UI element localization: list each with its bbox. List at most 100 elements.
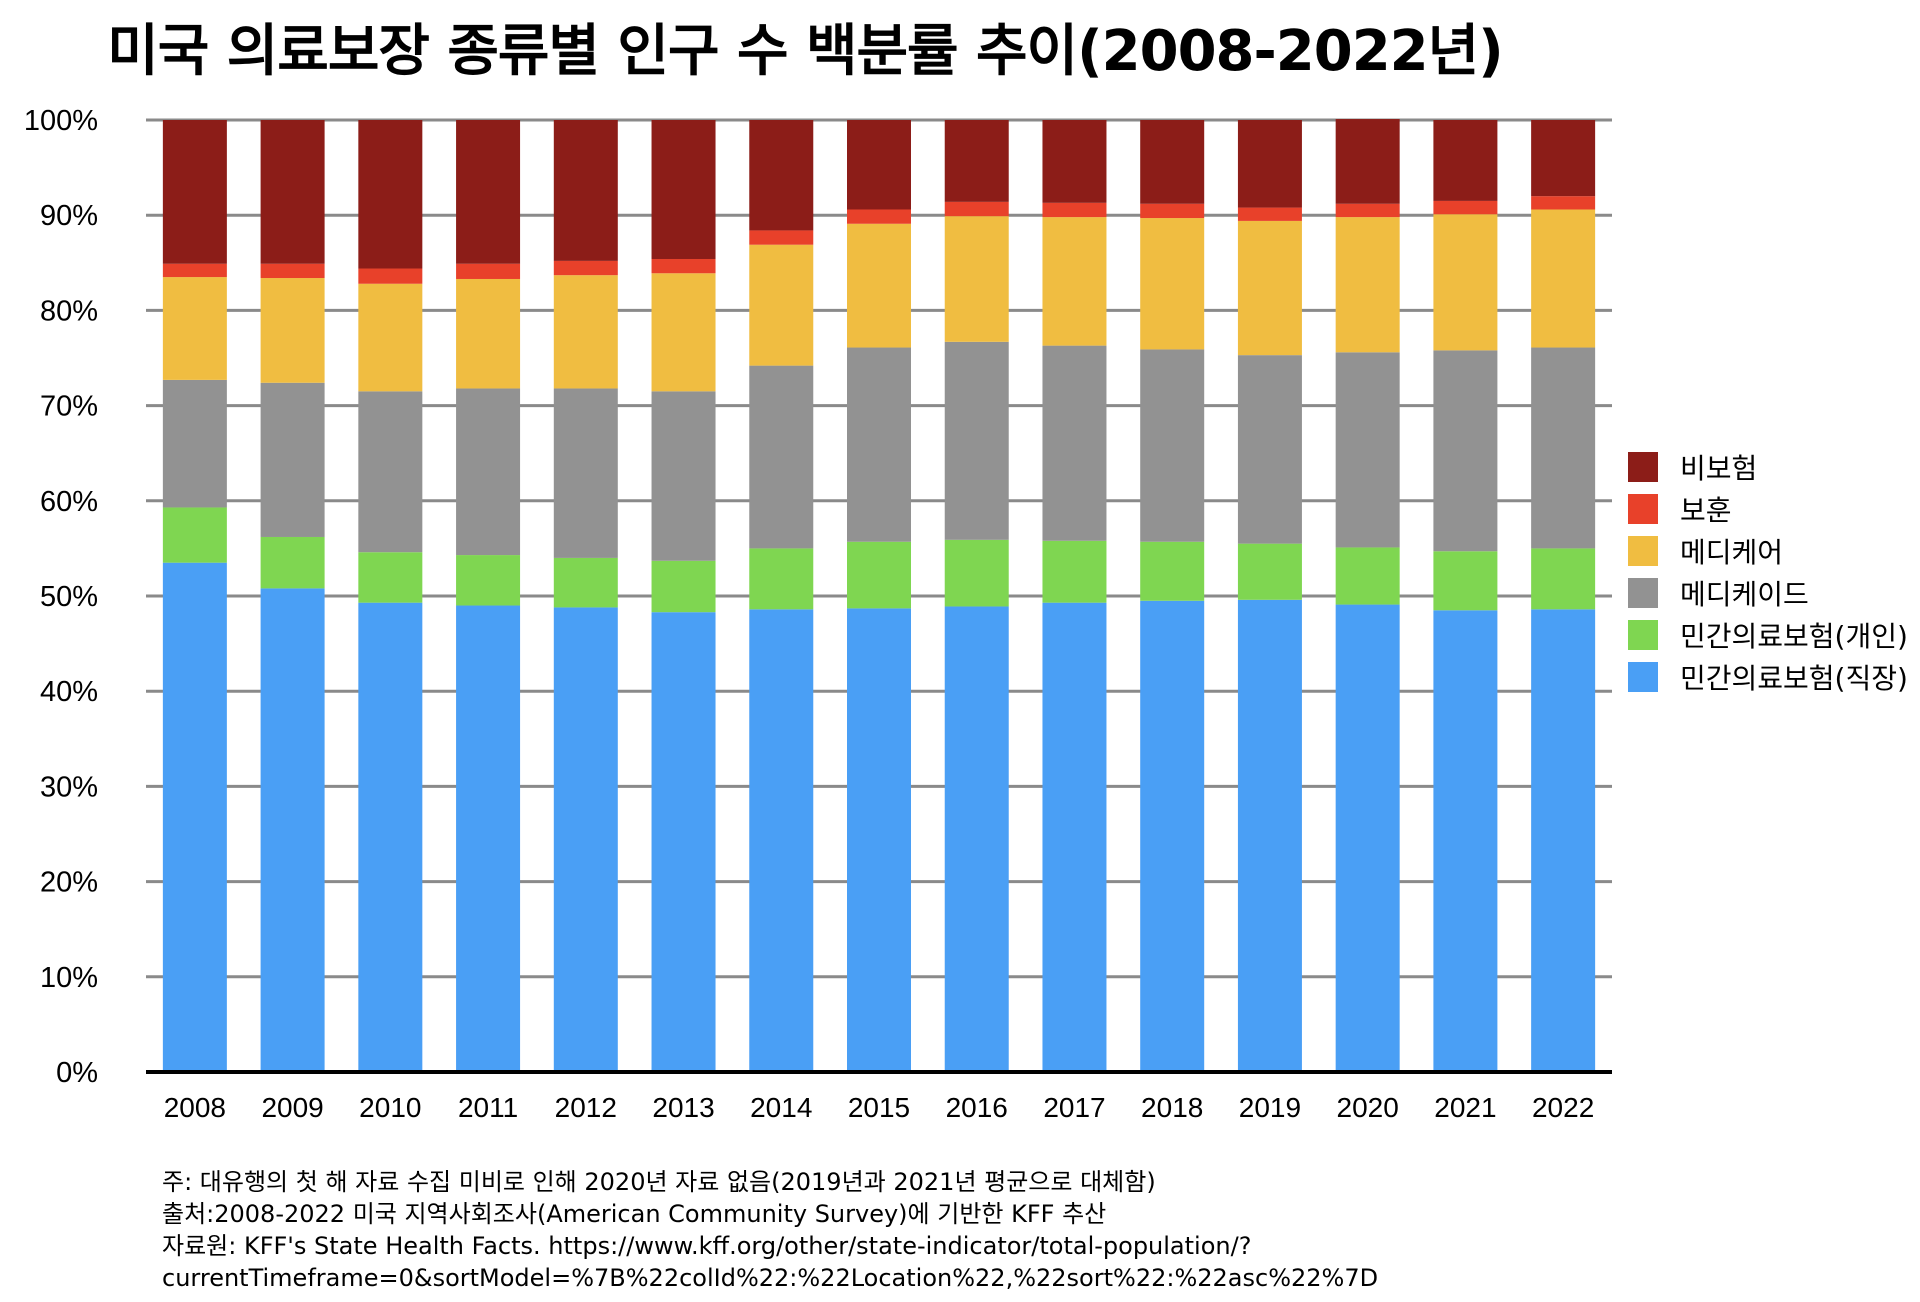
bar-segment (553, 557, 618, 608)
legend-swatch (1628, 452, 1658, 482)
bar-segment (358, 120, 423, 269)
legend-swatch (1628, 662, 1658, 692)
bar-segment (358, 283, 423, 392)
bar-segment (1335, 547, 1400, 605)
bar-segment (1335, 119, 1400, 204)
x-tick-label: 2014 (750, 1092, 812, 1123)
bar-segment (944, 201, 1009, 217)
bar-segment (162, 263, 227, 278)
x-tick-label: 2013 (652, 1092, 714, 1123)
y-tick-label: 70% (40, 391, 98, 423)
x-tick-label: 2009 (261, 1092, 323, 1123)
y-tick-label: 10% (40, 962, 98, 994)
bar-segment (1237, 599, 1302, 1072)
footnote-url-continued: currentTimeframe=0&sortModel=%7B%22colId… (162, 1264, 1379, 1292)
bar-segment (1531, 548, 1596, 610)
legend-swatch (1628, 620, 1658, 650)
bar-segment (1237, 207, 1302, 221)
bar-segment (456, 120, 521, 264)
legend-label: 비보험 (1680, 452, 1758, 485)
bar-segment (1237, 543, 1302, 600)
legend-label: 민간의료보험(개인) (1680, 620, 1908, 653)
legend-swatch (1628, 578, 1658, 608)
y-tick-label: 80% (40, 295, 98, 327)
bar-segment (1531, 120, 1596, 197)
legend-item-private-individual: 민간의료보험(개인) (1628, 614, 1908, 656)
bar-segment (651, 612, 716, 1072)
bar-segment (651, 273, 716, 392)
bar-segment (260, 263, 325, 279)
y-tick-label: 40% (40, 676, 98, 708)
bar-segment (847, 209, 911, 224)
bar-segment (1531, 209, 1596, 348)
y-tick-label: 60% (40, 486, 98, 518)
bar-segment (553, 607, 618, 1072)
legend-swatch (1628, 536, 1658, 566)
bar-segment (358, 552, 423, 603)
bar-segment (944, 341, 1009, 540)
x-tick-label: 2012 (555, 1092, 617, 1123)
x-tick-label: 2018 (1141, 1092, 1203, 1123)
bar-segment (553, 260, 618, 276)
bar-segment (1042, 202, 1107, 218)
bar-segment (1335, 217, 1400, 353)
bar-segment (553, 388, 618, 558)
bar-segment (749, 230, 814, 245)
legend-label: 보훈 (1680, 494, 1732, 527)
bar-segment (553, 275, 618, 389)
bar-segment (456, 605, 521, 1072)
bar-segment (456, 263, 521, 279)
bar-segment (1042, 120, 1107, 203)
x-tick-label: 2020 (1337, 1092, 1399, 1123)
bar-segment (944, 216, 1009, 342)
bar-segment (651, 258, 716, 274)
y-tick-label: 90% (40, 200, 98, 232)
x-tick-label: 2022 (1532, 1092, 1594, 1123)
bar-segment (456, 388, 521, 556)
bar-segment (944, 120, 1009, 202)
bar-segment (1531, 347, 1596, 549)
bar-segment (1433, 350, 1498, 552)
bar-segment (1140, 541, 1205, 601)
bar-segment (1433, 551, 1498, 611)
legend: 비보험 보훈 메디케어 메디케이드 민간의료보험(개인) 민간의료보험(직장) (1628, 446, 1908, 698)
bar-segment (847, 120, 911, 210)
bar-segment (260, 120, 325, 264)
legend-label: 메디케이드 (1680, 578, 1809, 611)
bar-segment (1531, 609, 1596, 1072)
bar-segment (260, 278, 325, 383)
bar-segment (749, 365, 814, 549)
bar-segment (1140, 203, 1205, 219)
bar-segment (944, 606, 1009, 1072)
y-tick-label: 50% (40, 581, 98, 613)
bar-segment (456, 555, 521, 606)
chart-title: 미국 의료보장 종류별 인구 수 백분률 추이(2008-2022년) (107, 19, 1504, 84)
bar-segment (162, 507, 227, 563)
x-tick-label: 2010 (359, 1092, 421, 1123)
bar-segment (749, 548, 814, 610)
footnotes: 주: 대유행의 첫 해 자료 수집 미비로 인해 2020년 자료 없음(201… (162, 1166, 1378, 1294)
x-tick-label: 2008 (164, 1092, 226, 1123)
axes: 0% 10% 20% 30% 40% 50% 60% 70% 80% 90% 100% 2008 200… (24, 105, 1612, 1123)
bar-segment (162, 277, 227, 380)
bar-segment (1042, 345, 1107, 541)
legend-item-private-employer: 민간의료보험(직장) (1628, 656, 1908, 698)
bars (162, 119, 1596, 1072)
legend-item-medicaid: 메디케이드 (1628, 572, 1908, 614)
legend-label: 메디케어 (1680, 536, 1784, 569)
bar-segment (651, 560, 716, 613)
x-tick-label: 2021 (1434, 1092, 1496, 1123)
footnote-data-source: 자료원: KFF's State Health Facts. https://w… (162, 1232, 1252, 1260)
bar-segment (651, 120, 716, 259)
bar-segment (944, 539, 1009, 607)
legend-label: 민간의료보험(직장) (1680, 662, 1908, 695)
bar-segment (456, 278, 521, 389)
bar-segment (651, 391, 716, 561)
bar-segment (1042, 540, 1107, 603)
x-tick-label: 2019 (1239, 1092, 1301, 1123)
y-tick-label: 20% (40, 867, 98, 899)
bar-segment (1531, 196, 1596, 210)
bar-segment (162, 120, 227, 264)
bar-segment (1140, 600, 1205, 1072)
bar-segment (749, 120, 814, 231)
